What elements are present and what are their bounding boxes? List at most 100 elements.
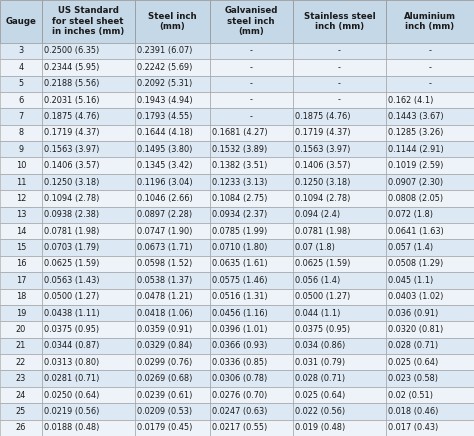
Text: -: -: [428, 63, 431, 72]
Bar: [210, 321, 293, 338]
Text: 0.0516 (1.31): 0.0516 (1.31): [212, 292, 267, 301]
Text: Gauge: Gauge: [5, 17, 36, 26]
Bar: [293, 125, 386, 141]
Text: 13: 13: [16, 210, 26, 219]
Bar: [386, 403, 474, 419]
Bar: [386, 108, 474, 125]
Text: 0.1084 (2.75): 0.1084 (2.75): [212, 194, 267, 203]
Bar: [210, 75, 293, 92]
Text: 0.094 (2.4): 0.094 (2.4): [295, 210, 340, 219]
Bar: [293, 59, 386, 75]
Bar: [386, 387, 474, 403]
Text: 0.0907 (2.30): 0.0907 (2.30): [388, 177, 443, 187]
Text: 0.0563 (1.43): 0.0563 (1.43): [44, 276, 100, 285]
Text: 0.0625 (1.59): 0.0625 (1.59): [295, 259, 351, 269]
Text: -: -: [428, 79, 431, 88]
Text: 0.034 (0.86): 0.034 (0.86): [295, 341, 346, 351]
Bar: [135, 272, 210, 289]
Bar: [42, 157, 135, 174]
Bar: [0, 387, 42, 403]
Text: 0.0781 (1.98): 0.0781 (1.98): [295, 227, 351, 236]
Text: 0.0375 (0.95): 0.0375 (0.95): [295, 325, 350, 334]
Text: 0.0281 (0.71): 0.0281 (0.71): [44, 374, 100, 383]
Text: 0.1250 (3.18): 0.1250 (3.18): [295, 177, 351, 187]
Bar: [210, 338, 293, 354]
Bar: [42, 125, 135, 141]
Text: 0.031 (0.79): 0.031 (0.79): [295, 358, 346, 367]
Bar: [135, 125, 210, 141]
Text: 0.0209 (0.53): 0.0209 (0.53): [137, 407, 192, 416]
Text: 0.2500 (6.35): 0.2500 (6.35): [44, 46, 100, 55]
Bar: [0, 59, 42, 75]
Text: 0.0703 (1.79): 0.0703 (1.79): [44, 243, 100, 252]
Bar: [0, 305, 42, 321]
Bar: [135, 141, 210, 157]
Text: 0.1345 (3.42): 0.1345 (3.42): [137, 161, 192, 170]
Text: -: -: [250, 63, 253, 72]
Bar: [210, 223, 293, 239]
Bar: [0, 190, 42, 207]
Text: 16: 16: [16, 259, 26, 269]
Bar: [293, 272, 386, 289]
Bar: [386, 0, 474, 43]
Bar: [293, 157, 386, 174]
Bar: [386, 354, 474, 371]
Text: 0.0808 (2.05): 0.0808 (2.05): [388, 194, 443, 203]
Text: 0.1532 (3.89): 0.1532 (3.89): [212, 145, 267, 154]
Text: 0.072 (1.8): 0.072 (1.8): [388, 210, 433, 219]
Text: 9: 9: [18, 145, 23, 154]
Text: 0.0188 (0.48): 0.0188 (0.48): [44, 423, 100, 433]
Text: -: -: [338, 63, 341, 72]
Bar: [0, 141, 42, 157]
Bar: [386, 289, 474, 305]
Text: 0.018 (0.46): 0.018 (0.46): [388, 407, 438, 416]
Bar: [293, 223, 386, 239]
Text: 0.0313 (0.80): 0.0313 (0.80): [44, 358, 100, 367]
Bar: [42, 141, 135, 157]
Text: -: -: [250, 46, 253, 55]
Bar: [293, 371, 386, 387]
Text: 0.1046 (2.66): 0.1046 (2.66): [137, 194, 193, 203]
Bar: [0, 125, 42, 141]
Bar: [210, 207, 293, 223]
Text: 12: 12: [16, 194, 26, 203]
Text: 0.0219 (0.56): 0.0219 (0.56): [44, 407, 100, 416]
Bar: [386, 272, 474, 289]
Bar: [135, 0, 210, 43]
Text: 0.0635 (1.61): 0.0635 (1.61): [212, 259, 267, 269]
Text: 0.1250 (3.18): 0.1250 (3.18): [44, 177, 100, 187]
Text: 0.0247 (0.63): 0.0247 (0.63): [212, 407, 267, 416]
Text: 0.025 (0.64): 0.025 (0.64): [295, 391, 346, 399]
Text: 0.0320 (0.81): 0.0320 (0.81): [388, 325, 444, 334]
Text: 0.1875 (4.76): 0.1875 (4.76): [295, 112, 351, 121]
Bar: [42, 419, 135, 436]
Text: 4: 4: [18, 63, 24, 72]
Text: 15: 15: [16, 243, 26, 252]
Text: -: -: [250, 95, 253, 105]
Bar: [386, 371, 474, 387]
Bar: [135, 354, 210, 371]
Text: -: -: [428, 46, 431, 55]
Bar: [42, 223, 135, 239]
Bar: [386, 59, 474, 75]
Bar: [0, 289, 42, 305]
Bar: [135, 239, 210, 256]
Bar: [135, 289, 210, 305]
Bar: [210, 125, 293, 141]
Text: 0.1406 (3.57): 0.1406 (3.57): [295, 161, 351, 170]
Text: 0.0598 (1.52): 0.0598 (1.52): [137, 259, 192, 269]
Text: 0.045 (1.1): 0.045 (1.1): [388, 276, 433, 285]
Bar: [135, 305, 210, 321]
Text: 0.1681 (4.27): 0.1681 (4.27): [212, 128, 267, 137]
Text: 0.1644 (4.18): 0.1644 (4.18): [137, 128, 193, 137]
Text: 0.0250 (0.64): 0.0250 (0.64): [44, 391, 100, 399]
Text: 0.017 (0.43): 0.017 (0.43): [388, 423, 438, 433]
Text: 0.0673 (1.71): 0.0673 (1.71): [137, 243, 192, 252]
Text: 0.0306 (0.78): 0.0306 (0.78): [212, 374, 267, 383]
Text: 0.1233 (3.13): 0.1233 (3.13): [212, 177, 267, 187]
Bar: [210, 59, 293, 75]
Bar: [42, 108, 135, 125]
Text: 0.044 (1.1): 0.044 (1.1): [295, 309, 341, 317]
Bar: [135, 403, 210, 419]
Bar: [135, 92, 210, 108]
